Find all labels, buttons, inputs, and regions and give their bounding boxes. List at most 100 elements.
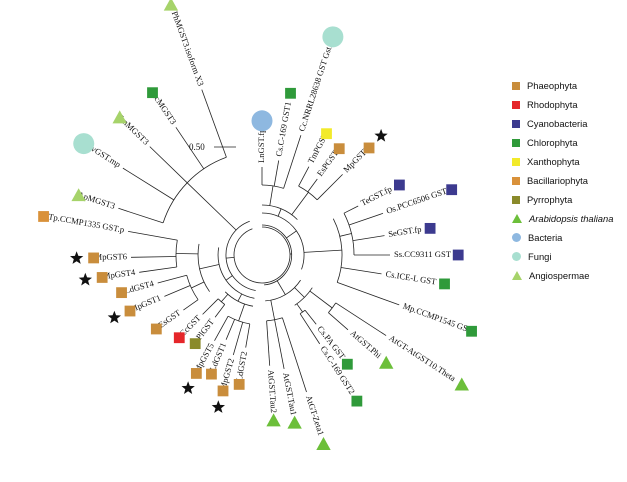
- branch-line: [316, 174, 343, 201]
- square-marker-icon: [233, 379, 245, 390]
- square-marker-icon: [512, 195, 520, 204]
- legend-item: Chlorophyta: [512, 133, 624, 152]
- branch-line: [164, 285, 191, 297]
- square-marker-icon: [173, 332, 185, 344]
- star-icon: [181, 381, 195, 394]
- branch-line: [186, 182, 237, 231]
- square-marker-icon: [116, 287, 127, 299]
- leaf-label: PhMGST3.isoform X3: [170, 10, 206, 87]
- branch-line: [201, 89, 227, 158]
- legend-label: Bacteria: [528, 232, 563, 243]
- square-marker-icon: [512, 157, 520, 166]
- square-marker-icon: [446, 184, 458, 196]
- branch-line: [339, 233, 352, 237]
- square-marker-icon: [512, 81, 520, 90]
- leaf-label: Cs.ICE-L GST: [385, 269, 438, 287]
- legend-label: Bacillariophyta: [527, 175, 588, 186]
- branch-line: [232, 322, 244, 356]
- branch-line: [130, 256, 177, 258]
- branch-line: [202, 298, 219, 315]
- circle-marker-icon: [251, 110, 273, 132]
- branch-line: [276, 280, 286, 295]
- circle-marker-icon: [73, 133, 95, 155]
- branch-line: [214, 316, 229, 341]
- branch-line: [245, 323, 251, 348]
- square-marker-icon: [321, 128, 332, 140]
- square-marker-icon: [439, 278, 450, 290]
- branch-arc: [224, 291, 254, 307]
- legend: Phaeophyta Rhodophyta Cyanobacteria Chlorop…: [512, 76, 624, 285]
- branch-line: [273, 160, 280, 187]
- square-marker-icon: [189, 338, 201, 350]
- star-icon: [374, 128, 388, 142]
- leaf-label: AtGST.Tau2: [266, 369, 279, 413]
- leaf-label: Ss.CC9311 GST: [394, 249, 452, 259]
- branch-arc: [225, 220, 256, 291]
- branch-arc: [294, 287, 313, 306]
- triangle-marker-icon: [379, 355, 394, 369]
- leaf-label: Cc.NRRL28638 GST GstA: [296, 39, 335, 133]
- branch-line: [309, 290, 333, 309]
- scale-bar: 0.50: [189, 142, 236, 152]
- leaf-label: Mp.CCMP1545 GST: [402, 301, 475, 336]
- square-marker-icon: [147, 87, 158, 99]
- square-marker-icon: [150, 323, 162, 335]
- branch-line: [299, 313, 321, 345]
- legend-item: Bacillariophyta: [512, 171, 624, 190]
- square-marker-icon: [351, 395, 363, 407]
- branch-line: [225, 275, 233, 281]
- legend-item: Fungi: [512, 247, 624, 266]
- branch-line: [303, 249, 342, 253]
- circle-marker-icon: [512, 252, 521, 261]
- branch-line: [183, 299, 199, 311]
- square-marker-icon: [363, 142, 375, 154]
- square-marker-icon: [512, 138, 520, 147]
- branch-arc: [261, 224, 293, 286]
- legend-item: Cyanobacteria: [512, 114, 624, 133]
- leaf-label: AtGT-AtGST10.Theta: [387, 333, 457, 384]
- branch-line: [157, 274, 187, 284]
- branch-line: [307, 178, 318, 193]
- branch-line: [270, 300, 275, 320]
- leaf-label: Cs.C-169 GST1: [273, 101, 292, 157]
- legend-label: Pyrrophyta: [527, 194, 573, 205]
- branch-line: [118, 207, 164, 224]
- leaf-label: MpGST4: [102, 267, 136, 282]
- square-marker-icon: [512, 119, 520, 128]
- legend-label: Rhodophyta: [527, 99, 578, 110]
- circle-marker-icon: [512, 233, 521, 242]
- triangle-marker-icon: [112, 110, 127, 124]
- legend-label: Phaeophyta: [527, 80, 578, 91]
- branch-line: [214, 304, 226, 318]
- branch-arc: [265, 279, 301, 302]
- legend-item: Phaeophyta: [512, 76, 624, 95]
- branch-line: [139, 266, 177, 273]
- branch-arc: [217, 247, 255, 299]
- triangle-marker-icon: [287, 415, 302, 429]
- branch-line: [149, 146, 188, 184]
- legend-item: Xanthophyta: [512, 152, 624, 171]
- square-marker-icon: [512, 100, 520, 109]
- branch-line: [337, 282, 400, 306]
- square-marker-icon: [38, 211, 49, 222]
- branch-line: [122, 167, 175, 201]
- leaf-label: LdGST2: [234, 350, 249, 381]
- star-icon: [70, 251, 84, 264]
- branch-arc: [233, 226, 291, 284]
- square-marker-icon: [512, 176, 520, 185]
- leaf-label: Tp.CCMP1335 GST.p: [48, 211, 126, 234]
- legend-label: Angiospermae: [529, 270, 590, 281]
- branch-line: [283, 135, 302, 189]
- legend-item: Angiospermae: [512, 266, 624, 285]
- branch-line: [175, 127, 205, 170]
- branch-line: [282, 317, 307, 393]
- triangle-marker-icon: [512, 214, 522, 223]
- leaf-label: MpGST6: [94, 251, 127, 262]
- branch-line: [291, 192, 309, 216]
- square-marker-icon: [217, 385, 229, 397]
- branch-line: [296, 303, 303, 313]
- tree-leaves: LnGST.fp Cs.C-169 GST1 Cc.NRRL28638 GST Gs…: [38, 0, 477, 451]
- square-marker-icon: [452, 249, 464, 261]
- legend-label: Chlorophyta: [527, 137, 578, 148]
- triangle-marker-icon: [163, 0, 179, 11]
